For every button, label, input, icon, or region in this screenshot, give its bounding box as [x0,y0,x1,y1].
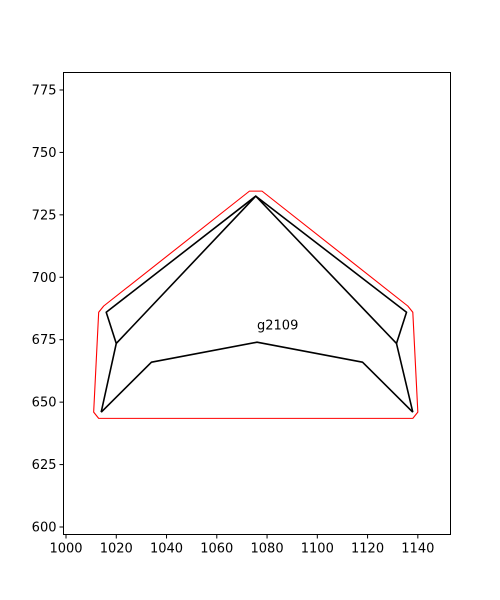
y-axis: 600 625 650 675 700 725 750 775 [32,83,64,536]
x-tick-label: 1120 [351,542,384,557]
series-1-line [100,195,414,413]
y-tick-label: 725 [32,208,57,223]
y-tick-label: 675 [32,333,57,348]
y-tick-label: 625 [32,458,57,473]
x-axis: 1000 1020 1040 1060 1080 1100 1120 1140 [49,534,434,557]
y-tick-label: 750 [32,146,57,161]
plot-frame [63,72,451,535]
x-tick-label: 1060 [200,542,233,557]
series-3-line [105,195,408,344]
y-tick-label: 775 [32,83,57,98]
annotations: g2109 [257,319,298,334]
y-tick-label: 700 [32,271,57,286]
x-tick-label: 1000 [49,542,82,557]
y-tick-label: 650 [32,396,57,411]
series-0-line [93,190,419,419]
x-tick-label: 1100 [301,542,334,557]
x-tick-label: 1140 [401,542,434,557]
annotation-label: g2109 [257,319,298,334]
y-tick-label: 600 [32,521,57,536]
series-2-line [100,341,414,413]
x-tick-label: 1020 [100,542,133,557]
x-tick-label: 1080 [251,542,284,557]
x-tick-label: 1040 [150,542,183,557]
plot-marks [93,190,419,419]
